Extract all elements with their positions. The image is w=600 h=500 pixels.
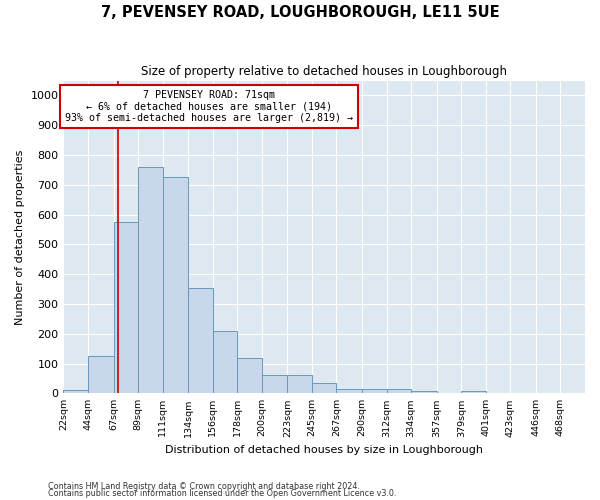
Bar [386,389,411,394]
Bar [237,358,262,394]
Bar [213,331,237,394]
Text: Contains HM Land Registry data © Crown copyright and database right 2024.: Contains HM Land Registry data © Crown c… [48,482,360,491]
Bar [461,391,486,394]
Bar [287,374,312,394]
Bar [337,389,362,394]
Bar [138,167,163,394]
Bar [163,178,188,394]
Bar [64,390,88,394]
Bar [312,383,337,394]
Bar [362,389,386,394]
Bar [188,288,213,394]
Text: Contains public sector information licensed under the Open Government Licence v3: Contains public sector information licen… [48,489,397,498]
Bar [411,391,437,394]
Title: Size of property relative to detached houses in Loughborough: Size of property relative to detached ho… [141,65,507,78]
Bar [113,222,138,394]
Bar [262,374,287,394]
Text: 7 PEVENSEY ROAD: 71sqm
← 6% of detached houses are smaller (194)
93% of semi-det: 7 PEVENSEY ROAD: 71sqm ← 6% of detached … [65,90,353,123]
X-axis label: Distribution of detached houses by size in Loughborough: Distribution of detached houses by size … [165,445,483,455]
Y-axis label: Number of detached properties: Number of detached properties [15,149,25,324]
Bar [88,356,113,394]
Text: 7, PEVENSEY ROAD, LOUGHBOROUGH, LE11 5UE: 7, PEVENSEY ROAD, LOUGHBOROUGH, LE11 5UE [101,5,499,20]
